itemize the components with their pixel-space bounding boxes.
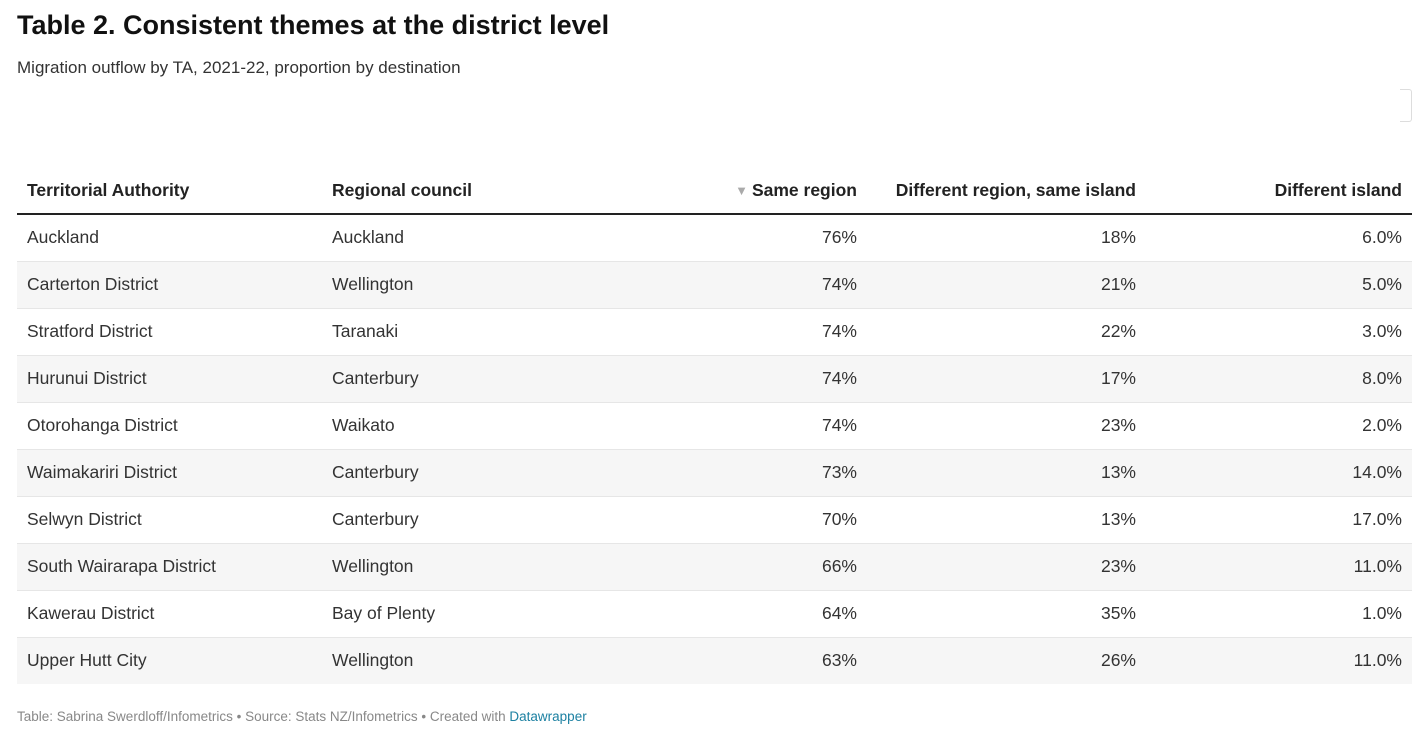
cell-different-island: 2.0% xyxy=(1146,402,1412,450)
cell-different-region-same-island: 13% xyxy=(867,449,1146,497)
cell-same-region: 64% xyxy=(587,590,867,638)
cell-territorial-authority: Hurunui District xyxy=(17,355,322,403)
cell-territorial-authority: Kawerau District xyxy=(17,590,322,638)
data-table: Territorial Authority Regional council ▼… xyxy=(17,150,1412,684)
column-header-territorial-authority[interactable]: Territorial Authority xyxy=(17,150,322,215)
column-header-different-region-same-island[interactable]: Different region, same island xyxy=(867,150,1146,215)
cell-regional-council: Taranaki xyxy=(322,308,587,356)
cell-regional-council: Wellington xyxy=(322,637,587,684)
footer-credits: Table: Sabrina Swerdloff/Infometrics • S… xyxy=(17,709,510,724)
chart-footer: Table: Sabrina Swerdloff/Infometrics • S… xyxy=(17,709,587,724)
column-header-label: Different region, same island xyxy=(895,180,1136,200)
column-header-different-island[interactable]: Different island xyxy=(1146,150,1412,215)
cell-same-region: 74% xyxy=(587,355,867,403)
cell-territorial-authority: Auckland xyxy=(17,214,322,262)
cell-different-island: 5.0% xyxy=(1146,261,1412,309)
cell-different-region-same-island: 22% xyxy=(867,308,1146,356)
cell-regional-council: Wellington xyxy=(322,543,587,591)
table-body: Auckland Auckland 76% 18% 6.0% Carterton Dist… xyxy=(17,214,1412,684)
cell-regional-council: Wellington xyxy=(322,261,587,309)
cell-regional-council: Auckland xyxy=(322,214,587,262)
table-row: Selwyn District Canterbury 70% 13% 17.0% xyxy=(17,496,1412,544)
cell-different-region-same-island: 13% xyxy=(867,496,1146,544)
cell-territorial-authority: Stratford District xyxy=(17,308,322,356)
cell-territorial-authority: Upper Hutt City xyxy=(17,637,322,684)
column-header-label: Regional council xyxy=(332,180,473,200)
cell-different-region-same-island: 26% xyxy=(867,637,1146,684)
column-header-label: Different island xyxy=(1274,180,1402,200)
table-row: Waimakariri District Canterbury 73% 13% 14.0… xyxy=(17,449,1412,497)
table-row: Hurunui District Canterbury 74% 17% 8.0% xyxy=(17,355,1412,403)
column-header-label: Territorial Authority xyxy=(27,180,190,200)
cell-territorial-authority: South Wairarapa District xyxy=(17,543,322,591)
table-header-row: Territorial Authority Regional council ▼… xyxy=(17,150,1412,215)
chart-subtitle: Migration outflow by TA, 2021-22, propor… xyxy=(17,58,461,77)
cell-different-island: 14.0% xyxy=(1146,449,1412,497)
cell-regional-council: Canterbury xyxy=(322,496,587,544)
column-header-regional-council[interactable]: Regional council xyxy=(322,150,587,215)
cell-different-island: 1.0% xyxy=(1146,590,1412,638)
cell-different-region-same-island: 21% xyxy=(867,261,1146,309)
cell-different-region-same-island: 35% xyxy=(867,590,1146,638)
cell-territorial-authority: Carterton District xyxy=(17,261,322,309)
cell-same-region: 74% xyxy=(587,261,867,309)
table-row: Stratford District Taranaki 74% 22% 3.0% xyxy=(17,308,1412,356)
column-header-label: Same region xyxy=(751,180,857,200)
cell-different-island: 6.0% xyxy=(1146,214,1412,262)
cell-different-island: 11.0% xyxy=(1146,637,1412,684)
cell-regional-council: Bay of Plenty xyxy=(322,590,587,638)
cell-regional-council: Canterbury xyxy=(322,355,587,403)
table-row: Kawerau District Bay of Plenty 64% 35% 1.0% xyxy=(17,590,1412,638)
cell-different-island: 11.0% xyxy=(1146,543,1412,591)
cell-different-region-same-island: 18% xyxy=(867,214,1146,262)
table-row: Upper Hutt City Wellington 63% 26% 11.0% xyxy=(17,637,1412,684)
cell-territorial-authority: Selwyn District xyxy=(17,496,322,544)
sort-down-icon: ▼ xyxy=(735,183,748,198)
side-panel-tab[interactable] xyxy=(1400,89,1412,122)
cell-same-region: 74% xyxy=(587,308,867,356)
cell-same-region: 66% xyxy=(587,543,867,591)
table-row: Auckland Auckland 76% 18% 6.0% xyxy=(17,214,1412,262)
cell-different-island: 8.0% xyxy=(1146,355,1412,403)
table-row: Carterton District Wellington 74% 21% 5.0% xyxy=(17,261,1412,309)
chart-title: Table 2. Consistent themes at the distri… xyxy=(17,10,610,40)
cell-different-region-same-island: 17% xyxy=(867,355,1146,403)
datawrapper-link[interactable]: Datawrapper xyxy=(509,709,587,724)
cell-same-region: 76% xyxy=(587,214,867,262)
table-row: Otorohanga District Waikato 74% 23% 2.0% xyxy=(17,402,1412,450)
column-header-same-region[interactable]: ▼ Same region xyxy=(587,150,867,215)
cell-regional-council: Canterbury xyxy=(322,449,587,497)
table-row: South Wairarapa District Wellington 66% 23%… xyxy=(17,543,1412,591)
cell-different-region-same-island: 23% xyxy=(867,543,1146,591)
cell-same-region: 70% xyxy=(587,496,867,544)
cell-same-region: 63% xyxy=(587,637,867,684)
cell-territorial-authority: Waimakariri District xyxy=(17,449,322,497)
cell-different-island: 17.0% xyxy=(1146,496,1412,544)
cell-territorial-authority: Otorohanga District xyxy=(17,402,322,450)
cell-different-region-same-island: 23% xyxy=(867,402,1146,450)
cell-same-region: 73% xyxy=(587,449,867,497)
cell-different-island: 3.0% xyxy=(1146,308,1412,356)
cell-same-region: 74% xyxy=(587,402,867,450)
cell-regional-council: Waikato xyxy=(322,402,587,450)
